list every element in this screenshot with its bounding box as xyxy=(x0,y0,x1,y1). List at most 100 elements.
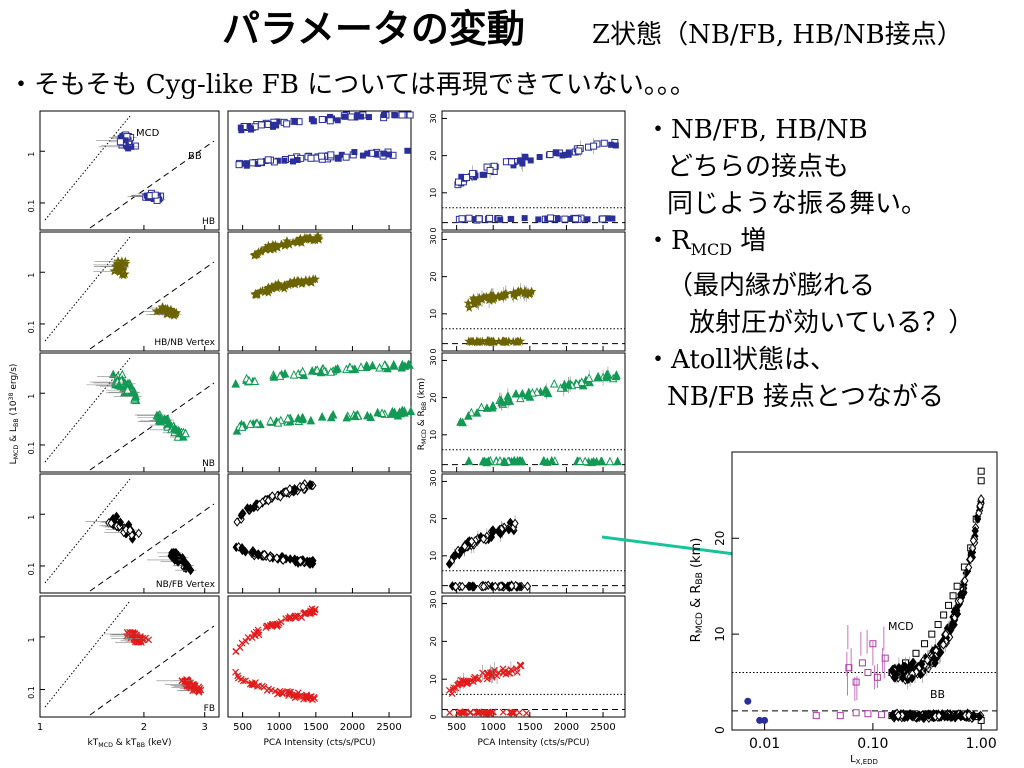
y-tick-label: 30 xyxy=(429,355,438,365)
data-point xyxy=(480,456,490,466)
data-point xyxy=(178,554,186,564)
data-point xyxy=(454,709,462,717)
data-point xyxy=(517,662,525,670)
data-point xyxy=(479,171,486,178)
data-point xyxy=(254,626,262,634)
data-point xyxy=(446,686,453,694)
data-point xyxy=(608,141,615,148)
data-point xyxy=(345,362,355,372)
data-point xyxy=(273,417,283,427)
data-point xyxy=(237,422,247,431)
data-point xyxy=(266,416,275,425)
data-point xyxy=(151,306,162,316)
y-tick-label: 0 xyxy=(429,469,438,474)
y-axis-label-left-part: L xyxy=(9,459,19,464)
data-point xyxy=(496,292,507,302)
data-point xyxy=(296,279,307,288)
y-tick-label: 0 xyxy=(429,227,438,232)
data-point xyxy=(243,162,250,169)
data-point xyxy=(170,423,179,433)
data-point xyxy=(280,368,290,378)
data-point xyxy=(511,518,519,529)
data-point xyxy=(953,605,961,615)
y-tick-label: 1 xyxy=(27,394,36,399)
y-axis-label-right-part: R xyxy=(417,444,427,450)
data-point xyxy=(331,364,340,374)
data-point xyxy=(975,711,983,722)
data-point xyxy=(387,409,396,418)
data-point xyxy=(300,695,308,703)
data-point xyxy=(264,156,272,164)
data-point xyxy=(366,412,376,421)
y-tick-label: 10 xyxy=(429,309,438,319)
data-point xyxy=(486,166,494,174)
data-point xyxy=(508,288,519,298)
data-point xyxy=(836,712,844,720)
y-tick-label: 0 xyxy=(429,714,438,719)
data-point xyxy=(467,536,476,547)
data-point xyxy=(113,256,123,266)
data-point xyxy=(471,673,479,681)
panel-r1-c2: 0 10 20 30 xyxy=(429,231,626,354)
data-point xyxy=(130,634,138,642)
data-point xyxy=(761,716,769,724)
data-point xyxy=(481,291,491,301)
data-point xyxy=(327,151,335,159)
y-axis-label-right-part: BB xyxy=(421,402,428,411)
data-point xyxy=(381,150,388,157)
y-tick-label: 20 xyxy=(713,531,727,546)
data-point xyxy=(488,295,498,305)
inset-frame xyxy=(731,451,998,731)
reference-line-mcd xyxy=(44,600,131,708)
data-point xyxy=(515,709,523,717)
data-point xyxy=(162,303,173,313)
panel-frame xyxy=(441,110,626,231)
data-point xyxy=(516,456,525,466)
data-point xyxy=(290,158,297,165)
data-point xyxy=(274,157,281,164)
data-point xyxy=(265,685,273,693)
data-point xyxy=(947,712,955,723)
data-point xyxy=(935,711,943,721)
data-point xyxy=(286,690,293,698)
data-point xyxy=(264,284,275,294)
data-point xyxy=(472,337,482,347)
data-point xyxy=(523,581,532,592)
y-axis-label-left-part: MCD xyxy=(13,445,20,460)
x-tick-label: 0.01 xyxy=(749,736,780,752)
data-point xyxy=(495,669,503,676)
data-point xyxy=(744,697,752,705)
data-point xyxy=(236,644,244,652)
data-point xyxy=(549,378,559,388)
data-point xyxy=(475,215,483,223)
data-point xyxy=(276,239,286,249)
row-label: HB xyxy=(202,217,215,227)
data-point xyxy=(171,555,179,565)
data-point xyxy=(123,384,132,394)
data-point xyxy=(252,288,263,298)
data-point xyxy=(858,659,866,667)
data-point xyxy=(290,484,299,494)
data-point xyxy=(897,665,905,676)
x-axis-label-part: kT xyxy=(88,738,99,748)
data-point xyxy=(341,113,348,120)
data-point xyxy=(107,518,115,529)
inset-series xyxy=(812,709,885,720)
data-point xyxy=(372,151,379,158)
inset-x-axis-label-part: L xyxy=(850,754,856,765)
data-point xyxy=(488,528,497,538)
data-point xyxy=(953,582,961,590)
data-point xyxy=(307,693,315,701)
data-point xyxy=(464,302,474,312)
data-point xyxy=(235,161,243,169)
data-point xyxy=(565,151,572,158)
y-tick-label: 30 xyxy=(429,234,438,244)
y-tick-label: 1 xyxy=(27,152,36,157)
data-point xyxy=(282,236,292,246)
data-point xyxy=(120,378,130,388)
data-point xyxy=(513,668,521,676)
data-point xyxy=(612,142,619,149)
data-point xyxy=(864,710,872,718)
data-point xyxy=(284,239,295,249)
